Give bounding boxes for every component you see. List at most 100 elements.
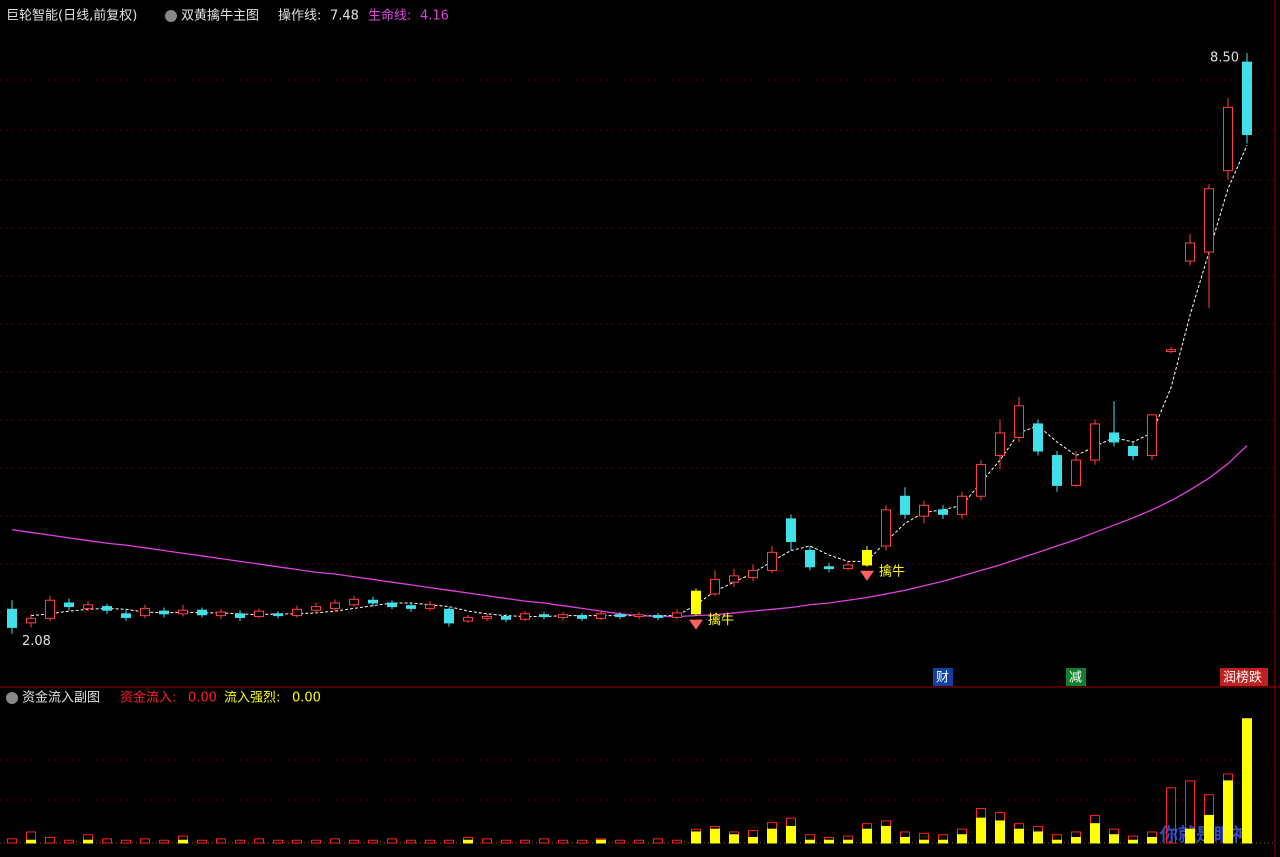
signal-label: 擒牛 xyxy=(708,612,734,628)
flow-bar xyxy=(292,839,302,844)
candle-body xyxy=(1204,188,1214,253)
candle-body xyxy=(919,504,929,517)
candle-body xyxy=(957,495,967,515)
flow-bar xyxy=(691,831,701,844)
candle-body xyxy=(938,509,948,515)
flow-bar xyxy=(159,839,169,844)
candle-body xyxy=(900,495,910,515)
candle-body xyxy=(520,613,530,620)
event-tag: 润榜跌 xyxy=(1223,670,1262,686)
flow-bar xyxy=(558,839,568,844)
flow-bar xyxy=(1052,839,1062,844)
flow-bar xyxy=(83,839,93,844)
candle-body xyxy=(444,608,454,624)
candle-body xyxy=(311,606,321,611)
candle-body xyxy=(862,550,872,566)
flow-bar xyxy=(45,836,55,844)
legend-name: 流入强烈: xyxy=(224,691,280,706)
flow-bar xyxy=(102,838,112,844)
candle-body xyxy=(1223,106,1233,172)
candle-body xyxy=(729,575,739,583)
candle-body xyxy=(653,615,663,618)
menu-icon[interactable] xyxy=(6,692,18,704)
candle-body xyxy=(292,608,302,617)
candle-body xyxy=(197,609,207,616)
flow-bar xyxy=(748,836,758,844)
flow-bar xyxy=(786,825,796,844)
indicator-title: 双黄擒牛主图 xyxy=(181,8,259,24)
flow-bar xyxy=(425,839,435,844)
flow-bar xyxy=(482,838,492,844)
candle-body xyxy=(463,616,473,622)
flow-bar xyxy=(1128,839,1138,844)
flow-bar xyxy=(938,839,948,844)
flow-bar xyxy=(216,838,226,844)
flow-bar xyxy=(1223,780,1233,844)
legend-name: 生命线: xyxy=(368,8,411,24)
flow-bar xyxy=(444,839,454,844)
signal-icon xyxy=(689,619,703,630)
flow-bar xyxy=(862,828,872,844)
candle-body xyxy=(140,607,150,617)
candle-body xyxy=(121,613,131,618)
flow-bar xyxy=(729,834,739,844)
flow-bar xyxy=(387,838,397,844)
candle-body xyxy=(748,569,758,579)
candle-body xyxy=(349,598,359,606)
candle-body xyxy=(672,612,682,618)
flow-bar xyxy=(615,839,625,844)
candle-body xyxy=(558,614,568,618)
flow-bar xyxy=(881,825,891,844)
candle-body xyxy=(539,614,549,618)
candle-body xyxy=(881,509,891,547)
flow-bar xyxy=(178,839,188,844)
flow-bar xyxy=(330,838,340,844)
candle-body xyxy=(786,518,796,542)
candle-body xyxy=(178,609,188,615)
candle-body xyxy=(216,611,226,617)
flow-bar xyxy=(919,839,929,844)
event-tag-bg xyxy=(1220,668,1268,686)
flow-bar xyxy=(235,839,245,844)
candle-body xyxy=(995,432,1005,457)
stock-title: 巨轮智能(日线,前复权) xyxy=(6,8,137,24)
flow-bar xyxy=(463,839,473,844)
flow-bar xyxy=(121,839,131,844)
candle-body xyxy=(425,604,435,609)
candle-body xyxy=(1052,455,1062,486)
candle-body xyxy=(254,610,264,618)
flow-bar xyxy=(311,839,321,844)
legend-name: 资金流入: xyxy=(120,690,176,706)
candle-body xyxy=(1014,405,1024,438)
menu-icon[interactable] xyxy=(165,10,177,22)
candle-body xyxy=(45,599,55,619)
candle-body xyxy=(368,599,378,604)
legend-name: 操作线: xyxy=(278,8,321,24)
flow-bar xyxy=(406,839,416,844)
flow-bar xyxy=(995,820,1005,844)
candle-body xyxy=(1166,349,1176,353)
flow-bar xyxy=(197,839,207,844)
candle-body xyxy=(577,615,587,619)
candle-body xyxy=(805,550,815,568)
flow-bar xyxy=(539,838,549,844)
flow-bar xyxy=(64,839,74,844)
candle-body xyxy=(482,616,492,619)
candle-body xyxy=(102,606,112,611)
flow-bar xyxy=(1014,828,1024,844)
candle-body xyxy=(387,602,397,608)
candle-body xyxy=(615,614,625,618)
low-label: 2.08 xyxy=(22,634,51,649)
flow-bar xyxy=(26,839,36,844)
candle-body xyxy=(1128,446,1138,457)
legend-value: 0.00 xyxy=(292,691,321,706)
flow-bar xyxy=(577,839,587,844)
candle-body xyxy=(1147,414,1157,457)
candle-body xyxy=(1090,423,1100,461)
flow-bar xyxy=(900,836,910,844)
signal-label: 擒牛 xyxy=(879,563,905,579)
candle-body xyxy=(64,602,74,608)
flow-bar xyxy=(501,839,511,844)
